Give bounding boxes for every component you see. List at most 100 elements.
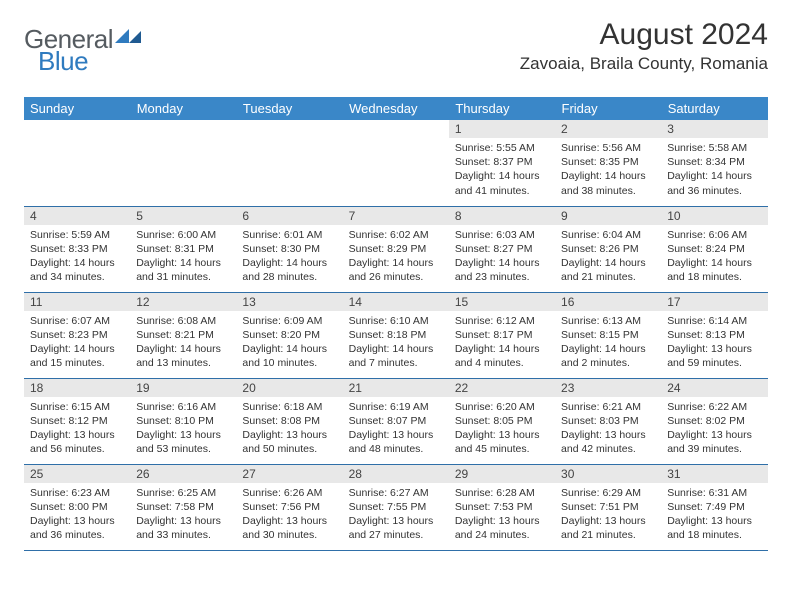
day-content: Sunrise: 6:15 AMSunset: 8:12 PMDaylight:… <box>24 397 130 461</box>
day-number: 24 <box>661 379 767 397</box>
calendar-day-cell: 23Sunrise: 6:21 AMSunset: 8:03 PMDayligh… <box>555 378 661 464</box>
calendar-day-cell: 7Sunrise: 6:02 AMSunset: 8:29 PMDaylight… <box>343 206 449 292</box>
day-content: Sunrise: 6:16 AMSunset: 8:10 PMDaylight:… <box>130 397 236 461</box>
month-title: August 2024 <box>520 18 768 52</box>
day-number <box>24 120 130 138</box>
day-number: 11 <box>24 293 130 311</box>
day-number: 8 <box>449 207 555 225</box>
day-number: 13 <box>236 293 342 311</box>
day-number: 18 <box>24 379 130 397</box>
day-number: 30 <box>555 465 661 483</box>
day-content: Sunrise: 6:21 AMSunset: 8:03 PMDaylight:… <box>555 397 661 461</box>
calendar-day-cell: 25Sunrise: 6:23 AMSunset: 8:00 PMDayligh… <box>24 464 130 550</box>
calendar-day-cell: 10Sunrise: 6:06 AMSunset: 8:24 PMDayligh… <box>661 206 767 292</box>
calendar-day-cell: 27Sunrise: 6:26 AMSunset: 7:56 PMDayligh… <box>236 464 342 550</box>
calendar-day-cell: 17Sunrise: 6:14 AMSunset: 8:13 PMDayligh… <box>661 292 767 378</box>
day-number: 23 <box>555 379 661 397</box>
day-content: Sunrise: 6:18 AMSunset: 8:08 PMDaylight:… <box>236 397 342 461</box>
calendar-day-cell: 2Sunrise: 5:56 AMSunset: 8:35 PMDaylight… <box>555 120 661 206</box>
day-number: 10 <box>661 207 767 225</box>
calendar-week-row: 25Sunrise: 6:23 AMSunset: 8:00 PMDayligh… <box>24 464 768 550</box>
day-number: 12 <box>130 293 236 311</box>
day-content: Sunrise: 6:13 AMSunset: 8:15 PMDaylight:… <box>555 311 661 375</box>
day-content: Sunrise: 6:31 AMSunset: 7:49 PMDaylight:… <box>661 483 767 547</box>
day-content: Sunrise: 6:23 AMSunset: 8:00 PMDaylight:… <box>24 483 130 547</box>
day-content: Sunrise: 5:58 AMSunset: 8:34 PMDaylight:… <box>661 138 767 202</box>
day-content: Sunrise: 6:07 AMSunset: 8:23 PMDaylight:… <box>24 311 130 375</box>
calendar-week-row: 1Sunrise: 5:55 AMSunset: 8:37 PMDaylight… <box>24 120 768 206</box>
day-content: Sunrise: 6:12 AMSunset: 8:17 PMDaylight:… <box>449 311 555 375</box>
day-content: Sunrise: 6:20 AMSunset: 8:05 PMDaylight:… <box>449 397 555 461</box>
day-number: 28 <box>343 465 449 483</box>
calendar-day-cell: 30Sunrise: 6:29 AMSunset: 7:51 PMDayligh… <box>555 464 661 550</box>
calendar-week-row: 4Sunrise: 5:59 AMSunset: 8:33 PMDaylight… <box>24 206 768 292</box>
calendar-day-cell: 12Sunrise: 6:08 AMSunset: 8:21 PMDayligh… <box>130 292 236 378</box>
day-content: Sunrise: 6:06 AMSunset: 8:24 PMDaylight:… <box>661 225 767 289</box>
day-number <box>343 120 449 138</box>
calendar-day-cell: 28Sunrise: 6:27 AMSunset: 7:55 PMDayligh… <box>343 464 449 550</box>
calendar-day-cell <box>24 120 130 206</box>
day-content: Sunrise: 6:14 AMSunset: 8:13 PMDaylight:… <box>661 311 767 375</box>
day-number: 9 <box>555 207 661 225</box>
weekday-header: Saturday <box>661 97 767 120</box>
calendar-day-cell: 3Sunrise: 5:58 AMSunset: 8:34 PMDaylight… <box>661 120 767 206</box>
calendar-day-cell: 5Sunrise: 6:00 AMSunset: 8:31 PMDaylight… <box>130 206 236 292</box>
day-number: 31 <box>661 465 767 483</box>
day-number: 26 <box>130 465 236 483</box>
day-content: Sunrise: 6:25 AMSunset: 7:58 PMDaylight:… <box>130 483 236 547</box>
day-content: Sunrise: 6:10 AMSunset: 8:18 PMDaylight:… <box>343 311 449 375</box>
day-content: Sunrise: 5:59 AMSunset: 8:33 PMDaylight:… <box>24 225 130 289</box>
calendar-day-cell: 4Sunrise: 5:59 AMSunset: 8:33 PMDaylight… <box>24 206 130 292</box>
weekday-header: Monday <box>130 97 236 120</box>
weekday-header: Wednesday <box>343 97 449 120</box>
day-number <box>130 120 236 138</box>
day-content <box>343 138 449 145</box>
calendar-day-cell <box>343 120 449 206</box>
day-content: Sunrise: 6:22 AMSunset: 8:02 PMDaylight:… <box>661 397 767 461</box>
calendar-week-row: 11Sunrise: 6:07 AMSunset: 8:23 PMDayligh… <box>24 292 768 378</box>
calendar-day-cell: 13Sunrise: 6:09 AMSunset: 8:20 PMDayligh… <box>236 292 342 378</box>
day-number: 20 <box>236 379 342 397</box>
weekday-header-row: Sunday Monday Tuesday Wednesday Thursday… <box>24 97 768 120</box>
day-number: 7 <box>343 207 449 225</box>
day-number: 25 <box>24 465 130 483</box>
calendar-day-cell: 21Sunrise: 6:19 AMSunset: 8:07 PMDayligh… <box>343 378 449 464</box>
day-content <box>24 138 130 145</box>
day-content: Sunrise: 6:28 AMSunset: 7:53 PMDaylight:… <box>449 483 555 547</box>
day-content: Sunrise: 6:27 AMSunset: 7:55 PMDaylight:… <box>343 483 449 547</box>
calendar-day-cell <box>130 120 236 206</box>
calendar-day-cell: 6Sunrise: 6:01 AMSunset: 8:30 PMDaylight… <box>236 206 342 292</box>
day-number: 19 <box>130 379 236 397</box>
calendar-day-cell: 24Sunrise: 6:22 AMSunset: 8:02 PMDayligh… <box>661 378 767 464</box>
calendar-day-cell: 16Sunrise: 6:13 AMSunset: 8:15 PMDayligh… <box>555 292 661 378</box>
day-content: Sunrise: 6:02 AMSunset: 8:29 PMDaylight:… <box>343 225 449 289</box>
logo-word2: Blue <box>38 46 88 77</box>
day-number: 17 <box>661 293 767 311</box>
day-content: Sunrise: 6:26 AMSunset: 7:56 PMDaylight:… <box>236 483 342 547</box>
calendar-day-cell: 18Sunrise: 6:15 AMSunset: 8:12 PMDayligh… <box>24 378 130 464</box>
day-content <box>130 138 236 145</box>
day-content: Sunrise: 6:08 AMSunset: 8:21 PMDaylight:… <box>130 311 236 375</box>
location: Zavoaia, Braila County, Romania <box>520 54 768 74</box>
calendar-day-cell: 26Sunrise: 6:25 AMSunset: 7:58 PMDayligh… <box>130 464 236 550</box>
day-content: Sunrise: 6:09 AMSunset: 8:20 PMDaylight:… <box>236 311 342 375</box>
day-number: 2 <box>555 120 661 138</box>
day-content: Sunrise: 6:03 AMSunset: 8:27 PMDaylight:… <box>449 225 555 289</box>
day-number: 15 <box>449 293 555 311</box>
calendar-week-row: 18Sunrise: 6:15 AMSunset: 8:12 PMDayligh… <box>24 378 768 464</box>
day-content <box>236 138 342 145</box>
calendar-day-cell <box>236 120 342 206</box>
day-number: 6 <box>236 207 342 225</box>
logo-icon <box>115 25 143 50</box>
day-content: Sunrise: 5:56 AMSunset: 8:35 PMDaylight:… <box>555 138 661 202</box>
day-number: 22 <box>449 379 555 397</box>
day-number: 5 <box>130 207 236 225</box>
calendar-day-cell: 22Sunrise: 6:20 AMSunset: 8:05 PMDayligh… <box>449 378 555 464</box>
day-content: Sunrise: 6:01 AMSunset: 8:30 PMDaylight:… <box>236 225 342 289</box>
calendar-day-cell: 19Sunrise: 6:16 AMSunset: 8:10 PMDayligh… <box>130 378 236 464</box>
day-content: Sunrise: 6:29 AMSunset: 7:51 PMDaylight:… <box>555 483 661 547</box>
day-content: Sunrise: 6:19 AMSunset: 8:07 PMDaylight:… <box>343 397 449 461</box>
day-number: 29 <box>449 465 555 483</box>
calendar-table: Sunday Monday Tuesday Wednesday Thursday… <box>24 97 768 551</box>
weekday-header: Sunday <box>24 97 130 120</box>
